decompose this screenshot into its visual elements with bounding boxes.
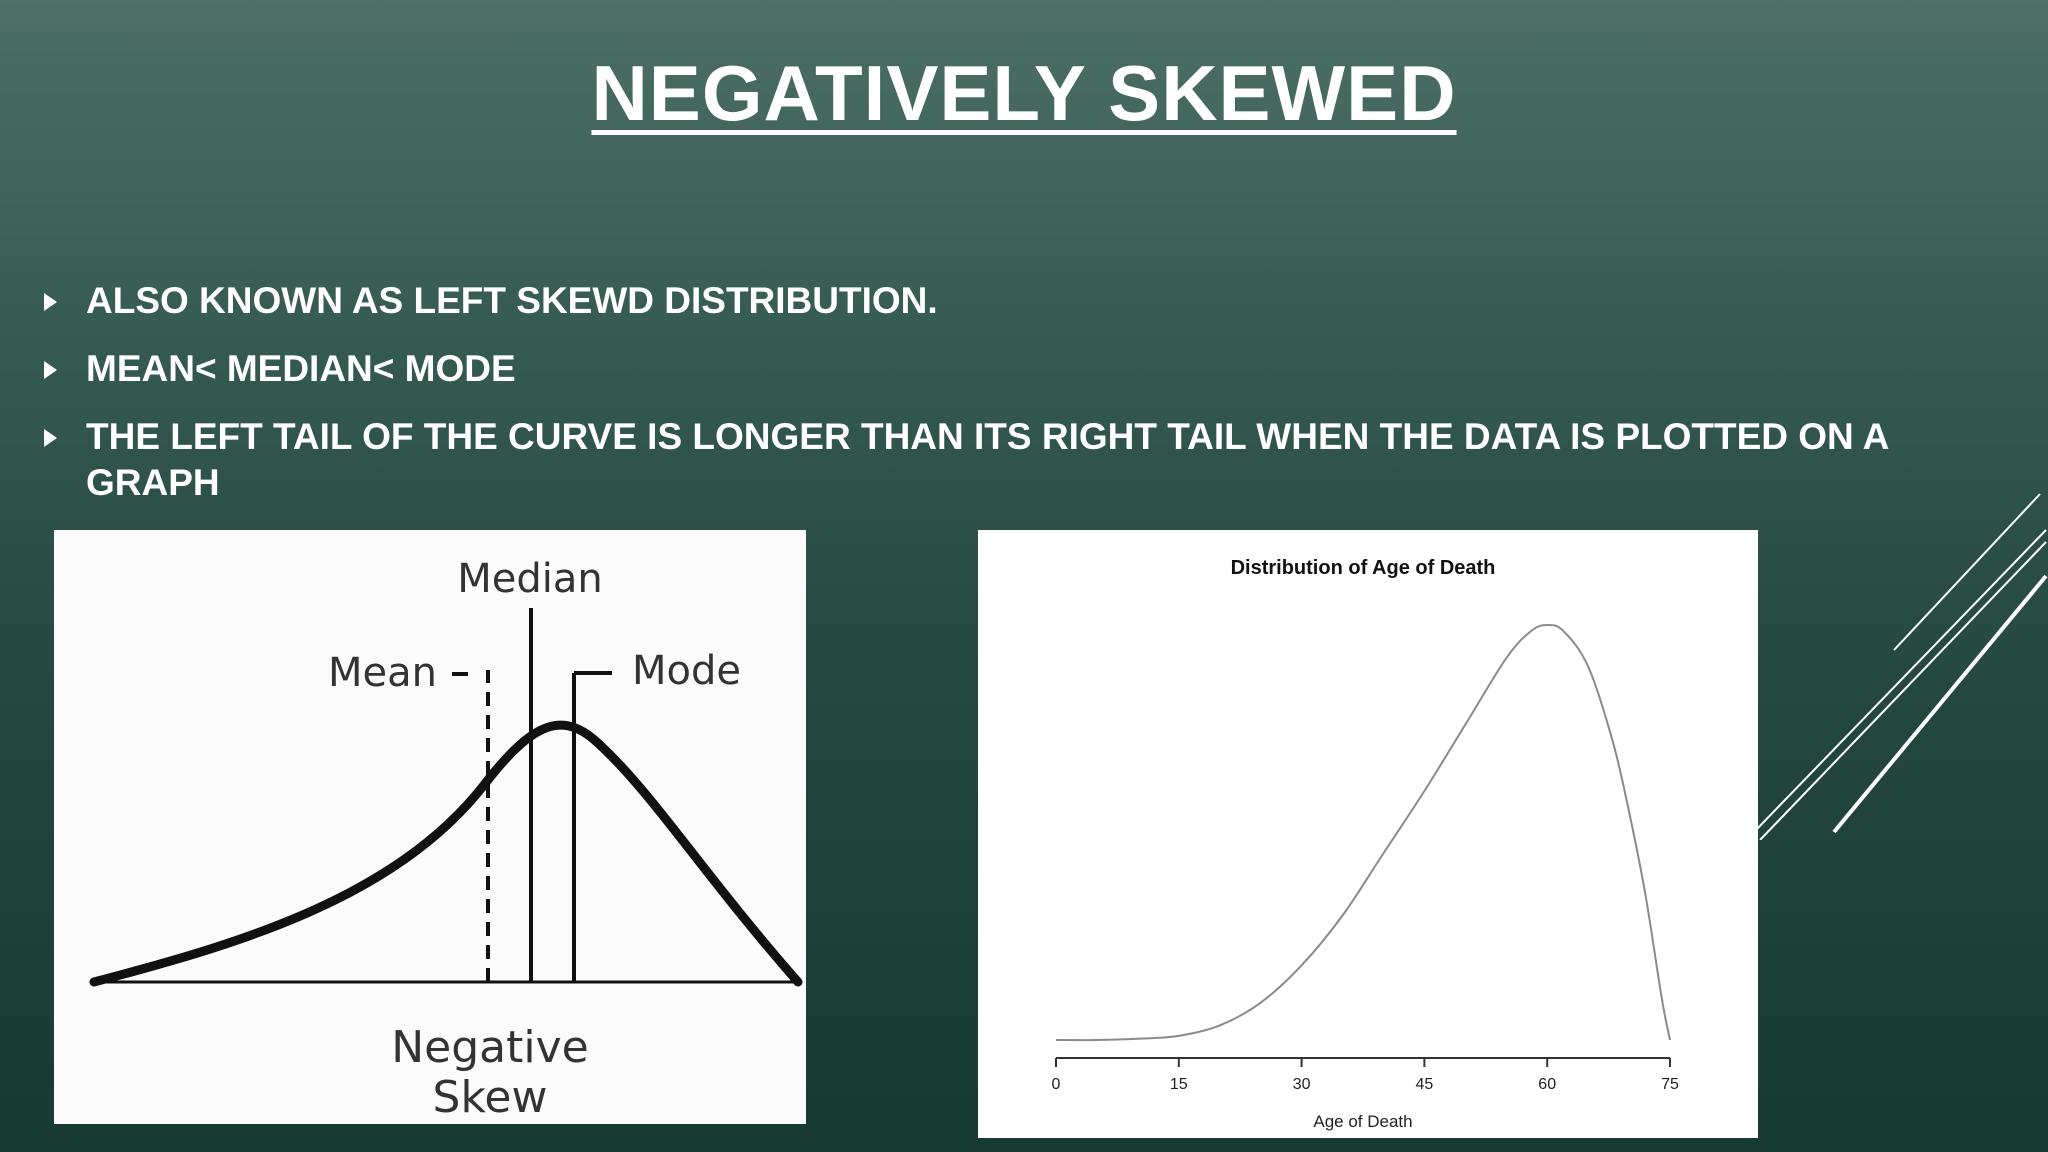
age-of-death-chart: Distribution of Age of Death 0 15 30 45 60 75… bbox=[978, 530, 1758, 1138]
bullet-arrow-icon bbox=[44, 429, 57, 447]
slide-title: NEGATIVELY SKEWED bbox=[0, 48, 2048, 139]
x-axis-label: Age of Death bbox=[1313, 1112, 1412, 1131]
x-tick-label: 15 bbox=[1170, 1076, 1188, 1093]
bullet-item: ALSO KNOWN AS LEFT SKEWD DISTRIBUTION. bbox=[42, 278, 2002, 324]
negative-skew-diagram: Median Mean Mode Negative Skew bbox=[54, 530, 806, 1124]
negative-skew-svg: Median Mean Mode Negative Skew bbox=[89, 556, 803, 1123]
deco-line bbox=[1893, 493, 2041, 651]
chart-title: Distribution of Age of Death bbox=[1231, 557, 1496, 579]
chart-svg: Distribution of Age of Death 0 15 30 45 60 75… bbox=[1052, 557, 1679, 1131]
skew-curve bbox=[89, 720, 803, 987]
x-tick-label: 45 bbox=[1416, 1076, 1434, 1093]
decorative-lines bbox=[1755, 493, 2048, 840]
bullet-list: ALSO KNOWN AS LEFT SKEWD DISTRIBUTION. M… bbox=[42, 278, 2002, 528]
x-tick-label: 0 bbox=[1052, 1076, 1061, 1093]
slide-title-text: NEGATIVELY SKEWED bbox=[591, 49, 1457, 137]
x-tick-label: 30 bbox=[1293, 1076, 1311, 1093]
deco-line bbox=[1759, 541, 2047, 840]
median-label: Median bbox=[457, 556, 603, 602]
bullet-arrow-icon bbox=[44, 293, 57, 311]
bullet-text: MEAN< MEDIAN< MODE bbox=[86, 348, 516, 389]
bullet-item: THE LEFT TAIL OF THE CURVE IS LONGER THA… bbox=[42, 414, 2002, 506]
deco-line bbox=[1755, 529, 2047, 831]
x-axis-ticks: 0 15 30 45 60 75 bbox=[1052, 1058, 1679, 1093]
bullet-item: MEAN< MEDIAN< MODE bbox=[42, 346, 2002, 392]
bullet-text: THE LEFT TAIL OF THE CURVE IS LONGER THA… bbox=[86, 416, 1889, 503]
mean-label: Mean bbox=[328, 650, 437, 696]
caption-negative: Negative bbox=[391, 1022, 588, 1073]
series-line bbox=[1055, 623, 1671, 1042]
bullet-text: ALSO KNOWN AS LEFT SKEWD DISTRIBUTION. bbox=[86, 280, 938, 321]
x-tick-label: 75 bbox=[1661, 1076, 1679, 1093]
x-tick-label: 60 bbox=[1538, 1076, 1556, 1093]
caption-skew: Skew bbox=[433, 1072, 548, 1123]
bullet-arrow-icon bbox=[44, 361, 57, 379]
mode-label: Mode bbox=[632, 648, 741, 694]
deco-line bbox=[1832, 574, 2048, 834]
